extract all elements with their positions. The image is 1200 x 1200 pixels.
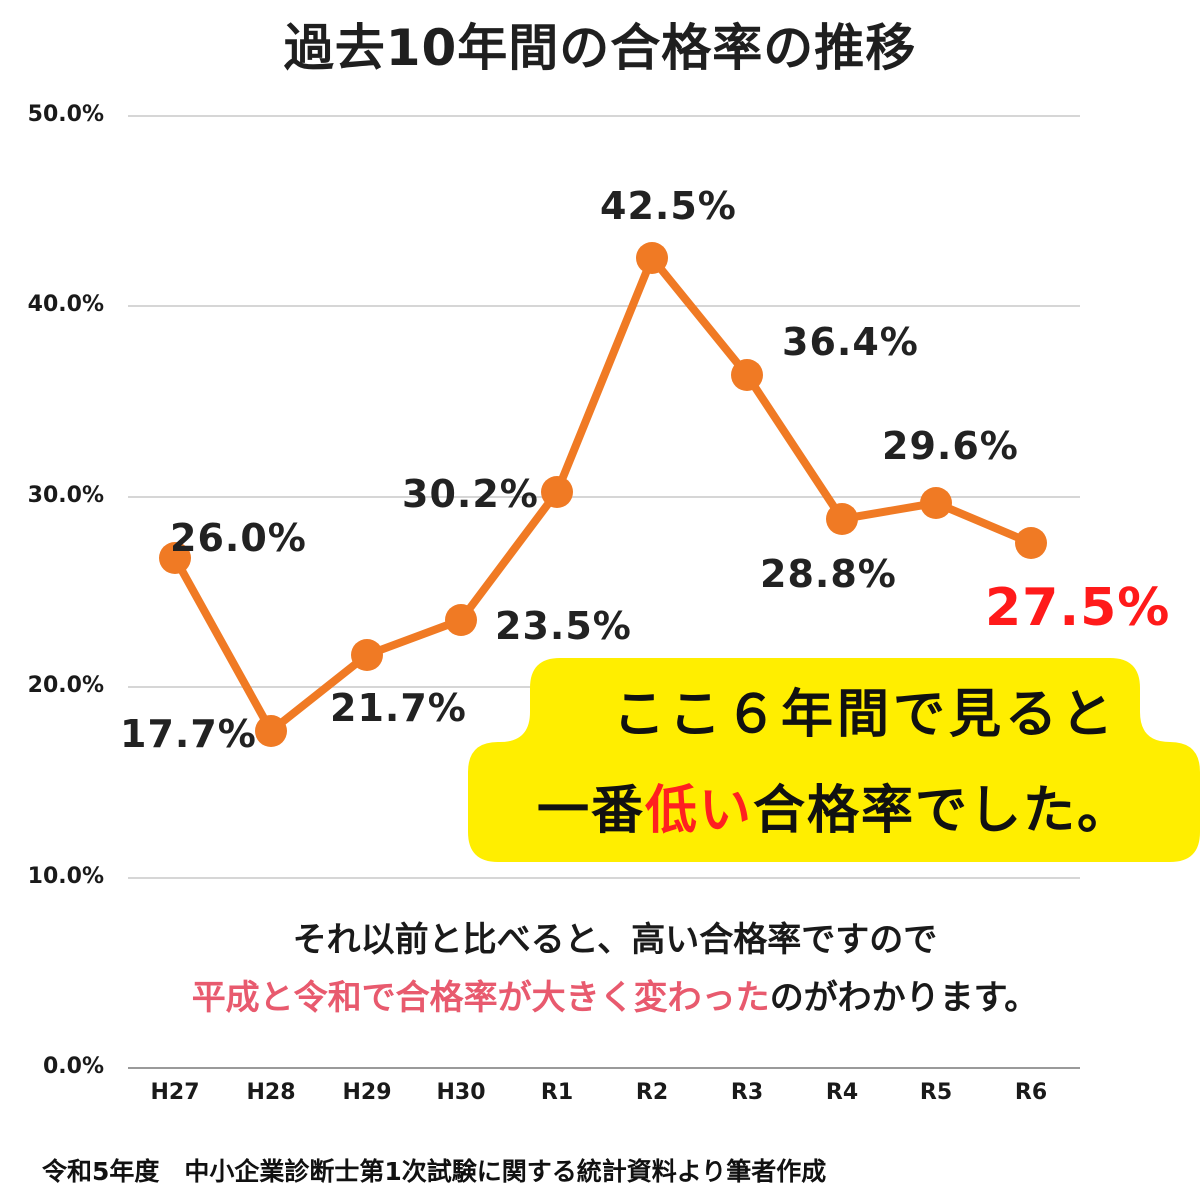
point-r4 <box>826 503 858 535</box>
data-label-r4: 28.8% <box>760 552 897 596</box>
x-tick-h30: H30 <box>436 1080 486 1105</box>
y-tick-40: 40.0% <box>27 292 104 317</box>
y-tick-0: 0.0% <box>42 1054 104 1079</box>
chart-title: 過去10年間の合格率の推移 <box>283 19 917 77</box>
point-r5 <box>920 487 952 519</box>
x-tick-r3: R3 <box>730 1080 764 1105</box>
callout-line1: ここ６年間で見ると <box>612 685 1117 745</box>
note-line2-rest: のがわかります。 <box>769 978 1039 1018</box>
point-h28 <box>255 715 287 747</box>
callout-line2: 一番低い合格率でした。 <box>468 768 1200 843</box>
source-footer: 令和5年度 中小企業診断士第1次試験に関する統計資料より筆者作成 <box>42 1157 827 1186</box>
point-r1 <box>541 476 573 508</box>
x-tick-h27: H27 <box>150 1080 200 1105</box>
point-h29 <box>351 639 383 671</box>
x-tick-r2: R2 <box>635 1080 669 1105</box>
point-h27 <box>159 542 191 574</box>
point-h30 <box>445 604 477 636</box>
note-line1: それ以前と比べると、高い合格率ですので <box>292 920 938 960</box>
data-label-h29: 21.7% <box>330 686 467 730</box>
y-tick-10: 10.0% <box>27 864 104 889</box>
y-tick-30: 30.0% <box>27 483 104 508</box>
data-label-r3: 36.4% <box>782 320 919 364</box>
data-label-h27: 26.0% <box>170 516 307 560</box>
point-r6 <box>1015 527 1047 559</box>
x-tick-h28: H28 <box>246 1080 296 1105</box>
data-label-r2: 42.5% <box>600 184 737 228</box>
x-tick-r5: R5 <box>919 1080 953 1105</box>
callout-box: ここ６年間で見ると 一番低い合格率でした。 <box>468 658 1200 862</box>
x-tick-r4: R4 <box>825 1080 859 1105</box>
data-label-h28: 17.7% <box>120 712 257 756</box>
point-r2 <box>636 242 668 274</box>
callout-line2-emphasis: 低い <box>644 781 753 841</box>
x-tick-h29: H29 <box>342 1080 392 1105</box>
callout-line2-suffix: 合格率でした。 <box>753 781 1132 841</box>
data-label-r5: 29.6% <box>882 424 1019 468</box>
data-label-h30: 23.5% <box>495 604 632 648</box>
x-tick-r6: R6 <box>1014 1080 1048 1105</box>
note-line2-emphasis: 平成と令和で合格率が大きく変わった <box>191 978 770 1018</box>
point-r3 <box>731 359 763 391</box>
data-points <box>159 242 1047 747</box>
callout-shape <box>468 658 1200 862</box>
callout-line2-prefix: 一番 <box>536 781 645 841</box>
rate-line <box>171 254 1033 735</box>
data-label-r1: 30.2% <box>402 472 539 516</box>
x-tick-r1: R1 <box>540 1080 574 1105</box>
y-tick-20: 20.0% <box>27 673 104 698</box>
note-line2: 平成と令和で合格率が大きく変わったのがわかります。 <box>0 970 1200 1019</box>
data-label-r6-highlight: 27.5% <box>985 578 1171 638</box>
y-tick-50: 50.0% <box>27 102 104 127</box>
